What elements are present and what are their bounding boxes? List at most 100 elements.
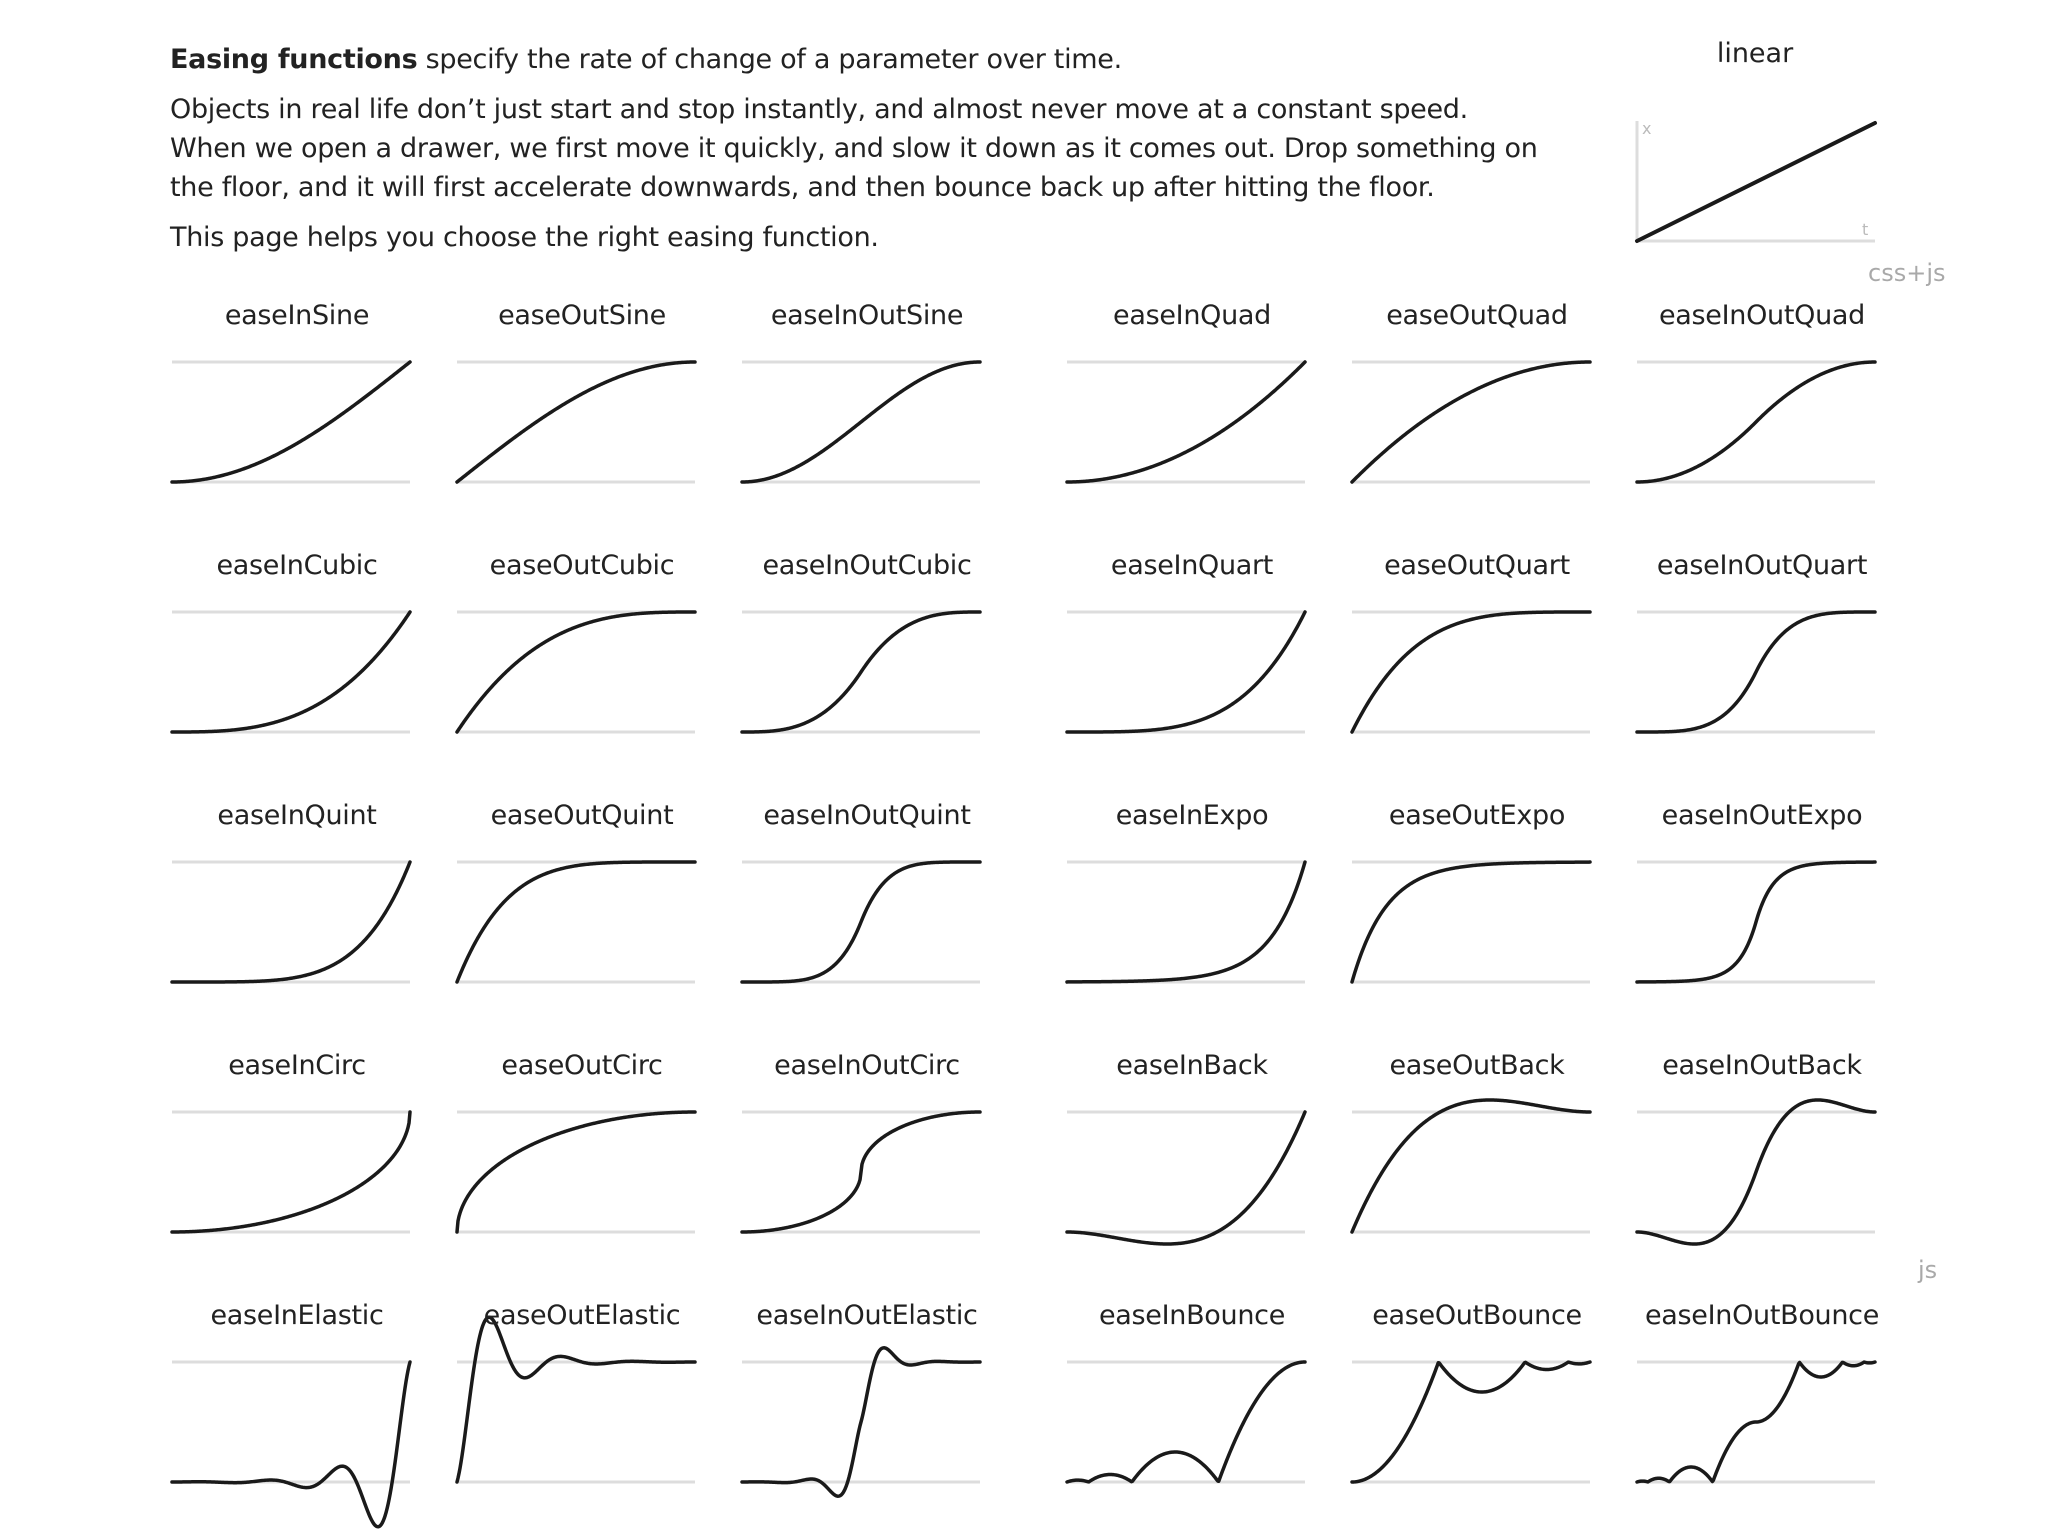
- easing-card[interactable]: easeOutCubic: [455, 540, 707, 780]
- easing-curve: [1635, 860, 1877, 984]
- intro-lead-rest: specify the rate of change of a paramete…: [417, 44, 1123, 75]
- easing-card[interactable]: easeOutQuint: [455, 790, 707, 1030]
- easing-name: easeOutSine: [498, 300, 666, 331]
- easing-graph: [1350, 1098, 1592, 1234]
- easing-graph: [740, 860, 982, 984]
- easing-card[interactable]: easeOutQuad: [1350, 290, 1602, 530]
- easing-curve: [1065, 1110, 1307, 1246]
- easing-graph: [1065, 1360, 1307, 1484]
- easing-name: easeInExpo: [1115, 800, 1269, 831]
- easing-graph: [1635, 860, 1877, 984]
- easing-card[interactable]: easeOutCirc: [455, 1040, 707, 1280]
- easing-curve: [740, 610, 982, 734]
- easing-curve: [170, 610, 412, 734]
- easing-card[interactable]: easeInOutSine: [740, 290, 992, 530]
- easing-card[interactable]: easeInBack: [1065, 1040, 1317, 1280]
- easing-card[interactable]: easeInBounce: [1065, 1290, 1317, 1530]
- easing-name: easeInOutExpo: [1661, 800, 1863, 831]
- linear-axis-x-label: x: [1642, 119, 1651, 138]
- easing-curve: [1350, 360, 1592, 484]
- easing-graph: [455, 1315, 697, 1484]
- section-tag-js: js: [1918, 1256, 1938, 1284]
- easing-curve: [740, 1110, 982, 1234]
- easing-card[interactable]: easeInExpo: [1065, 790, 1317, 1030]
- easing-name: easeOutQuint: [490, 800, 674, 831]
- linear-demo: linear x t: [1630, 36, 1880, 243]
- easing-name: easeInBack: [1116, 1050, 1268, 1081]
- easing-graph: [1065, 1110, 1307, 1246]
- easing-card[interactable]: easeOutBounce: [1350, 1290, 1602, 1530]
- easing-card[interactable]: easeInOutExpo: [1635, 790, 1887, 1030]
- easing-graph: [170, 360, 412, 484]
- section-tag-css-js: css+js: [1868, 259, 1946, 287]
- easing-curve: [740, 860, 982, 984]
- easing-curve: [740, 360, 982, 484]
- easing-name: easeInOutQuad: [1658, 300, 1865, 331]
- easing-card[interactable]: easeInOutCubic: [740, 540, 992, 780]
- easing-card[interactable]: easeInQuad: [1065, 290, 1317, 530]
- easing-name: easeInCubic: [216, 550, 378, 581]
- easing-graph: [1065, 360, 1307, 484]
- easing-card[interactable]: easeInOutBounce: [1635, 1290, 1887, 1530]
- easing-name: easeOutElastic: [483, 1300, 681, 1331]
- easing-name: easeInOutBack: [1662, 1050, 1862, 1081]
- easing-name: easeInOutSine: [770, 300, 964, 331]
- intro-body: Objects in real life don’t just start an…: [170, 94, 1538, 203]
- easing-card[interactable]: easeInOutBack: [1635, 1040, 1887, 1280]
- easing-graph: [1635, 1098, 1877, 1246]
- easing-card[interactable]: easeInQuint: [170, 790, 422, 1030]
- easing-curve: [1065, 360, 1307, 484]
- intro-lead: Easing functions specify the rate of cha…: [170, 40, 1550, 79]
- easing-graph: [1065, 610, 1307, 734]
- easing-name: easeInOutQuart: [1656, 550, 1868, 581]
- easing-card[interactable]: easeInCirc: [170, 1040, 422, 1280]
- easing-curve: [1350, 860, 1592, 984]
- easing-name: easeInQuint: [217, 800, 377, 831]
- intro: Easing functions specify the rate of cha…: [170, 40, 1550, 257]
- easing-name: easeOutExpo: [1388, 800, 1566, 831]
- easing-curve: [170, 1110, 412, 1234]
- easing-graph: [1350, 610, 1592, 734]
- easing-curve: [170, 360, 412, 484]
- easing-card[interactable]: easeOutQuart: [1350, 540, 1602, 780]
- easing-graph: [170, 610, 412, 734]
- easing-graph: [1350, 1360, 1592, 1484]
- easing-name: easeOutBack: [1389, 1050, 1565, 1081]
- easing-card[interactable]: easeOutSine: [455, 290, 707, 530]
- easing-card[interactable]: easeOutElastic: [455, 1290, 707, 1530]
- easing-curve: [170, 860, 412, 984]
- easing-card[interactable]: easeInSine: [170, 290, 422, 530]
- easing-card[interactable]: easeOutBack: [1350, 1040, 1602, 1280]
- easing-card[interactable]: easeInOutQuint: [740, 790, 992, 1030]
- easing-card[interactable]: easeInOutQuad: [1635, 290, 1887, 530]
- linear-curve: [1635, 121, 1877, 243]
- easing-card[interactable]: easeInQuart: [1065, 540, 1317, 780]
- linear-graph: x t: [1635, 119, 1877, 243]
- easing-card[interactable]: easeOutExpo: [1350, 790, 1602, 1030]
- easing-graph: [170, 1110, 412, 1234]
- easing-curve: [1350, 1360, 1592, 1484]
- easing-curve: [740, 1346, 982, 1498]
- easing-card[interactable]: easeInCubic: [170, 540, 422, 780]
- easing-curve: [1350, 1098, 1592, 1234]
- easing-card[interactable]: easeInOutElastic: [740, 1290, 992, 1530]
- easing-name: easeInBounce: [1098, 1300, 1286, 1331]
- easing-curve: [1635, 360, 1877, 484]
- easing-card[interactable]: easeInOutQuart: [1635, 540, 1887, 780]
- easing-card[interactable]: easeInElastic: [170, 1290, 422, 1530]
- easing-graph: [1635, 360, 1877, 484]
- easing-curve: [1350, 610, 1592, 734]
- easing-curve: [1065, 1360, 1307, 1484]
- easing-name: easeInOutCirc: [774, 1050, 960, 1081]
- easing-graph: [740, 360, 982, 484]
- easing-curve: [1635, 1360, 1877, 1484]
- intro-closing: This page helps you choose the right eas…: [170, 222, 879, 253]
- easing-name: easeInOutBounce: [1644, 1300, 1880, 1331]
- easing-name: easeInOutElastic: [756, 1300, 978, 1331]
- easing-curve: [455, 1315, 697, 1484]
- intro-lead-bold: Easing functions: [170, 44, 418, 75]
- easing-graph: [170, 860, 412, 984]
- easing-curve: [1065, 860, 1307, 984]
- easing-card[interactable]: easeInOutCirc: [740, 1040, 992, 1280]
- easing-name: easeOutQuart: [1384, 550, 1570, 581]
